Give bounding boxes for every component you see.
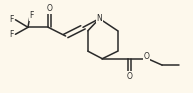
Text: F: F: [30, 11, 34, 20]
Text: F: F: [9, 15, 13, 24]
Text: O: O: [126, 72, 132, 81]
Text: N: N: [96, 13, 102, 23]
Text: O: O: [46, 4, 52, 13]
Text: F: F: [9, 30, 13, 39]
Text: O: O: [143, 52, 149, 61]
